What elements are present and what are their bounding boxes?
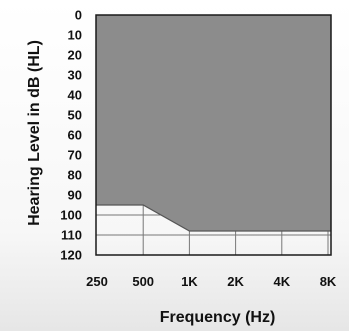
- x-tick-label: 250: [86, 274, 108, 289]
- y-axis-tick-labels: 0 10 20 30 40 50 60 70 80 90 100 110 120: [60, 8, 82, 263]
- x-axis-title: Frequency (Hz): [160, 309, 276, 326]
- y-tick-label: 100: [60, 208, 82, 223]
- y-tick-label: 110: [61, 228, 82, 243]
- y-tick-label: 90: [68, 188, 82, 203]
- x-tick-label: 2K: [227, 274, 244, 289]
- y-tick-label: 40: [68, 88, 82, 103]
- y-tick-label: 120: [60, 248, 82, 263]
- hearing-loss-boundary: [96, 204, 331, 232]
- y-tick-label: 80: [68, 168, 82, 183]
- y-tick-label: 50: [68, 108, 82, 123]
- plot-border: [95, 14, 332, 256]
- x-tick-label: 1K: [181, 274, 198, 289]
- hearing-loss-area: [96, 15, 331, 231]
- y-tick-label: 20: [68, 48, 82, 63]
- y-tick-label: 60: [68, 128, 82, 143]
- x-tick-label: 500: [132, 274, 154, 289]
- x-axis-tick-labels: 250 500 1K 2K 4K 8K: [86, 274, 337, 289]
- x-tick-label: 4K: [273, 274, 290, 289]
- y-tick-label: 0: [75, 8, 82, 23]
- y-axis-title: Hearing Level in dB (HL): [26, 40, 43, 226]
- y-tick-label: 70: [68, 148, 82, 163]
- y-tick-label: 30: [68, 68, 82, 83]
- y-tick-label: 10: [68, 28, 82, 43]
- x-tick-label: 8K: [320, 274, 337, 289]
